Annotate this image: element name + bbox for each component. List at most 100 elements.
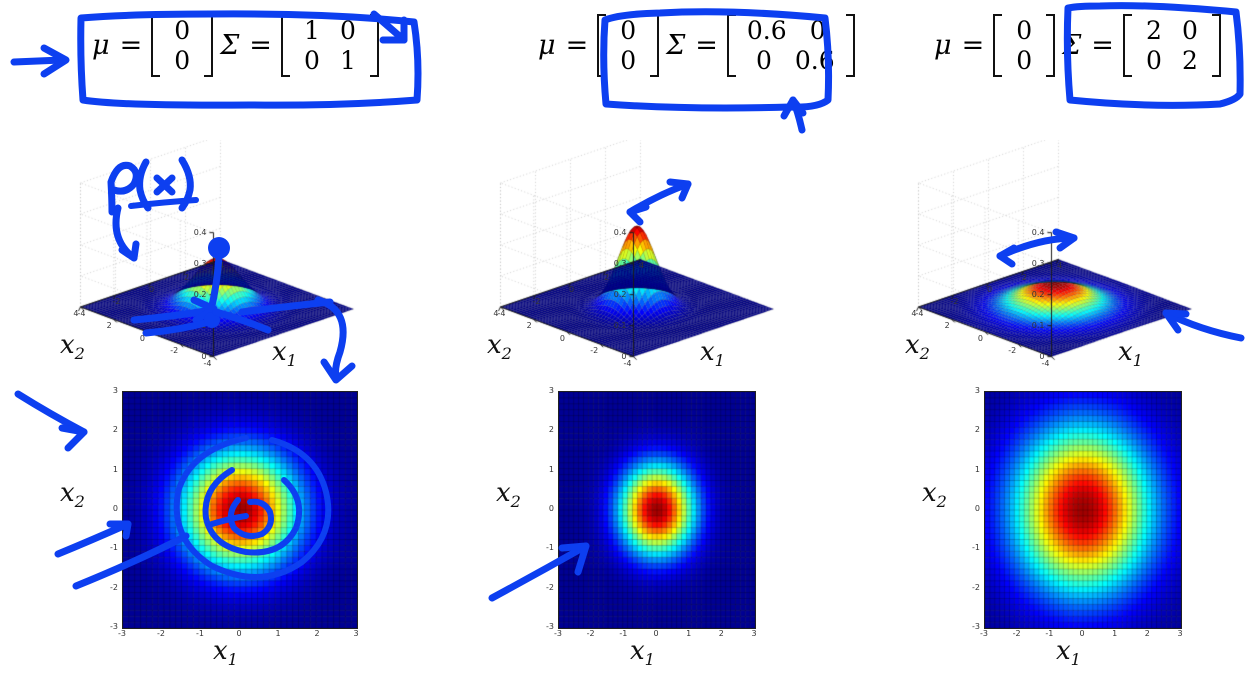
- axis-tick: -4: [497, 308, 506, 318]
- axis-tick: 0.3: [193, 258, 207, 268]
- axis-tick: 2: [603, 273, 610, 283]
- heatmap-3: [984, 391, 1182, 629]
- heatmap-x-tick: 0: [653, 629, 659, 638]
- heatmap-1-x1-label: x1: [213, 636, 238, 670]
- heatmap-y-tick: -2: [546, 582, 554, 592]
- heatmap-3-x2-label: x2: [922, 478, 947, 512]
- axis-tick: 2: [183, 273, 190, 283]
- heatmap-y-tick: 1: [974, 464, 980, 474]
- heatmap-y-tick: -1: [110, 543, 118, 553]
- axis-tick: 0: [148, 285, 155, 295]
- axis-tick: 0.1: [193, 320, 207, 330]
- heatmap-y-tick: -3: [110, 622, 118, 631]
- heatmap-x-tick: -1: [196, 629, 204, 638]
- axis-tick: 0: [986, 285, 993, 295]
- axis-tick: 4: [1056, 261, 1063, 271]
- axis-tick: 2: [944, 321, 950, 331]
- axis-tick: 2: [1021, 273, 1028, 283]
- axis-tick: 0: [1039, 351, 1045, 361]
- surface-plot-2: [432, 140, 832, 370]
- heatmap-y-tick: -3: [546, 622, 554, 631]
- heatmap-x-tick: 1: [1112, 629, 1118, 638]
- axis-tick: 0.4: [613, 227, 627, 237]
- axis-tick: -4: [77, 308, 86, 318]
- heatmap-2: [558, 391, 756, 629]
- heatmap-x-tick: 2: [1144, 629, 1150, 638]
- axis-tick: -2: [112, 297, 121, 307]
- axis-tick: 0.2: [613, 289, 627, 299]
- heatmap-x-tick: 2: [314, 629, 320, 638]
- surface-1-x2-label: x2: [60, 330, 85, 364]
- heatmap-x-tick: 0: [236, 629, 242, 638]
- mu-symbol-3: μ: [934, 30, 952, 61]
- axis-tick: 0.2: [193, 289, 207, 299]
- heatmap-x-tick: -3: [118, 629, 126, 638]
- axis-tick: 0.3: [1031, 258, 1045, 268]
- heatmap-x-tick: 2: [718, 629, 724, 638]
- axis-tick: 4: [218, 261, 225, 271]
- heatmap-y-tick: 3: [548, 386, 554, 395]
- heatmap-x-tick: -1: [1045, 629, 1054, 638]
- heatmap-x-tick: 3: [353, 629, 359, 638]
- heatmap-x-tick: 1: [275, 629, 281, 638]
- heatmap-y-tick: 1: [548, 464, 554, 474]
- bracket-left: [993, 14, 1003, 77]
- heatmap-x-tick: 0: [1079, 629, 1085, 638]
- heatmap-y-tick: 0: [112, 504, 118, 513]
- axis-tick: -2: [590, 346, 599, 356]
- bracket-right: [1046, 14, 1056, 77]
- heatmap-y-tick: 3: [112, 386, 118, 395]
- bracket-right: [845, 14, 855, 77]
- axis-tick: -4: [915, 308, 924, 318]
- axis-tick: 0.2: [1031, 289, 1045, 299]
- surface-2-x1-label: x1: [700, 337, 725, 371]
- axis-tick: 0.4: [1031, 227, 1045, 237]
- heatmap-y-tick: 0: [974, 504, 980, 513]
- equals-sign-3a: =: [961, 30, 985, 61]
- heatmap-y-tick: 2: [112, 425, 118, 435]
- heatmap-2-x1-label: x1: [630, 636, 655, 670]
- axis-tick: 0.1: [1031, 320, 1045, 330]
- surface-2-x2-label: x2: [487, 330, 512, 364]
- heatmap-x-tick: -2: [586, 629, 595, 638]
- axis-tick: 0: [977, 333, 983, 343]
- heatmap-y-tick: -2: [972, 582, 980, 592]
- heatmap-y-tick: 2: [548, 425, 554, 435]
- mu-symbol-2: μ: [538, 30, 556, 61]
- axis-tick: 0.3: [613, 258, 627, 268]
- heatmap-y-tick: 3: [974, 386, 980, 395]
- heatmap-3-x1-label: x1: [1056, 636, 1081, 670]
- heatmap-y-tick: -3: [972, 622, 980, 631]
- heatmap-y-tick: -1: [972, 543, 980, 553]
- axis-tick: 0: [139, 333, 145, 343]
- equals-sign-2a: =: [565, 30, 589, 61]
- heatmap-x-tick: -3: [554, 629, 562, 638]
- axis-tick: -4: [623, 358, 632, 368]
- axis-tick: 2: [526, 321, 532, 331]
- axis-tick: 0: [621, 351, 627, 361]
- axis-tick: -2: [950, 297, 959, 307]
- surface-3-x2-label: x2: [905, 330, 930, 364]
- heatmap-y-tick: -1: [546, 543, 554, 553]
- axis-tick: -2: [1008, 346, 1017, 356]
- mu-matrix-3: 0 0: [990, 14, 1058, 77]
- surface-1-x1-label: x1: [272, 337, 297, 371]
- axis-tick: 4: [73, 308, 79, 318]
- heatmap-1-x2-label: x2: [60, 478, 85, 512]
- heatmap-x-tick: -1: [619, 629, 628, 638]
- axis-tick: 0: [568, 285, 575, 295]
- axis-tick: -4: [203, 358, 212, 368]
- heatmap-x-tick: -2: [157, 629, 165, 638]
- heatmap-x-tick: 1: [686, 629, 692, 638]
- axis-tick: 4: [493, 308, 499, 318]
- axis-tick: 0.1: [613, 320, 627, 330]
- heatmap-2-x2-label: x2: [496, 478, 521, 512]
- heatmap-y-tick: 0: [548, 504, 554, 513]
- heatmap-y-tick: -2: [110, 582, 118, 592]
- axis-tick: 4: [638, 261, 645, 271]
- axis-tick: 0.4: [193, 227, 207, 237]
- matrix-cell: 0: [1016, 16, 1033, 45]
- axis-tick: 2: [106, 321, 112, 331]
